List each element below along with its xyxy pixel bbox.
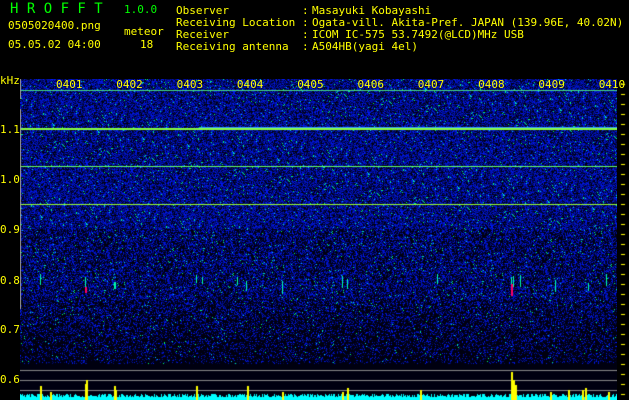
info-key: Receiving antenna [176,40,289,53]
info-colon: : [302,16,309,29]
y-tick-label: 0.9 [0,223,20,236]
observation-datetime: 05.05.02 04:00 [8,38,101,51]
info-value: Masayuki Kobayashi [312,4,432,17]
time-tick-label: 0409 [538,78,565,91]
y-tick-label: 1.0 [0,173,20,186]
y-tick-label: 0.8 [0,274,20,287]
right-tick-marks [617,79,629,400]
y-axis-unit: kHz [0,74,20,87]
time-tick-label: 0402 [116,78,143,91]
app-version: 1.0.0 [124,3,158,16]
y-tick-label: 0.6 [0,373,20,386]
info-colon: : [302,40,309,53]
y-tick-label: 1.1 [0,123,20,136]
info-key: Receiving Location [176,16,296,29]
time-tick-label: 0401 [56,78,83,91]
info-key: Observer [176,4,229,17]
info-colon: : [302,28,309,41]
app-title: H R O F F T [10,1,103,17]
info-value: ICOM IC-575 53.7492(@LCD)MHz USB [312,28,524,41]
file-name: 0505020400.png [8,19,101,32]
info-key: Receiver [176,28,229,41]
time-tick-label: 0405 [297,78,324,91]
time-tick-label: 0406 [357,78,385,91]
info-value: Ogata-vill. Akita-Pref. JAPAN (139.96E, … [312,16,624,29]
meteor-label: meteor [124,25,164,38]
y-tick-label: 0.7 [0,323,20,336]
info-value: A504HB(yagi 4el) [312,40,418,53]
meteor-count: 18 [140,38,154,51]
time-tick-label: 0404 [236,78,264,91]
time-tick-label: 0408 [478,78,505,91]
spectrogram [20,79,617,400]
info-colon: : [302,4,309,17]
time-tick-label: 0403 [176,78,204,91]
time-tick-label: 0410 [598,78,626,91]
time-tick-label: 0407 [417,78,445,91]
